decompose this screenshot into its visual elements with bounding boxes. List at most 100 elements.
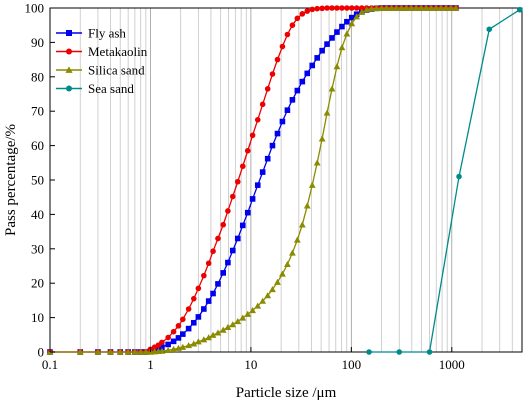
- data-point: [344, 5, 350, 11]
- data-point: [229, 247, 236, 254]
- data-point: [452, 4, 460, 11]
- data-point: [179, 343, 187, 350]
- data-point: [215, 235, 221, 242]
- legend-label-sea-sand: Sea sand: [88, 81, 134, 96]
- data-point: [170, 338, 177, 345]
- data-point: [303, 202, 311, 209]
- data-point: [214, 329, 222, 336]
- data-point: [402, 4, 410, 11]
- data-point: [195, 314, 202, 320]
- y-tick-label: 40: [31, 207, 44, 222]
- y-axis-label: Pass percentage/%: [3, 124, 19, 236]
- data-point: [343, 30, 351, 37]
- data-point: [298, 221, 306, 228]
- data-point: [358, 8, 366, 15]
- data-point: [195, 285, 202, 292]
- data-point: [299, 11, 306, 17]
- data-point: [427, 4, 435, 11]
- series-layer: [46, 4, 523, 355]
- data-point: [175, 335, 182, 341]
- data-point: [378, 4, 385, 11]
- data-point: [239, 222, 246, 229]
- data-point: [244, 310, 252, 317]
- data-point: [304, 8, 311, 14]
- data-point: [412, 4, 420, 11]
- data-point: [309, 62, 316, 69]
- data-point: [269, 71, 276, 77]
- series-line: [50, 7, 456, 353]
- log-grid: [79, 8, 513, 352]
- data-point: [319, 5, 325, 12]
- data-point: [422, 4, 430, 11]
- data-point: [279, 118, 286, 125]
- data-point: [116, 348, 124, 355]
- data-point: [388, 4, 395, 11]
- tick-labels: 0.1 1 10 100 1000 0 10 20 30 40 50 60 70 80 90 100: [25, 1, 465, 373]
- data-point: [259, 169, 266, 175]
- data-point: [200, 336, 208, 343]
- y-tick-label: 60: [31, 138, 44, 153]
- x-tick-label: 0.1: [42, 357, 58, 372]
- data-point: [274, 278, 281, 285]
- data-point: [205, 260, 212, 267]
- data-point: [254, 117, 261, 123]
- data-point: [309, 6, 316, 13]
- data-point: [249, 306, 257, 314]
- data-point: [264, 292, 272, 299]
- data-point: [234, 317, 242, 325]
- data-point: [442, 4, 450, 11]
- data-point: [274, 56, 281, 63]
- data-point: [289, 249, 296, 256]
- data-point: [486, 26, 493, 33]
- data-point: [180, 316, 186, 323]
- data-point: [137, 348, 145, 355]
- data-point: [205, 334, 213, 341]
- data-point: [313, 159, 321, 166]
- data-point: [254, 182, 261, 188]
- data-point: [190, 295, 197, 302]
- data-point: [259, 297, 267, 304]
- data-point: [289, 97, 296, 103]
- plot-frame: [49, 7, 523, 353]
- y-tick-label: 70: [31, 104, 44, 119]
- data-point: [432, 4, 440, 11]
- data-point: [76, 348, 84, 355]
- data-point: [164, 346, 172, 353]
- data-point: [393, 4, 400, 11]
- data-point: [348, 14, 355, 21]
- series-silica-sand: [46, 4, 460, 355]
- data-point: [339, 23, 345, 30]
- data-point: [225, 208, 231, 214]
- legend-marker: [65, 66, 73, 73]
- data-point: [396, 349, 403, 355]
- data-point: [190, 340, 198, 347]
- data-point: [373, 4, 380, 12]
- data-point: [142, 348, 150, 355]
- data-point: [194, 338, 202, 345]
- data-point: [131, 348, 139, 355]
- legend-item-fly-ash: Fly ash: [56, 26, 126, 41]
- data-point: [329, 5, 335, 11]
- data-point: [220, 270, 226, 276]
- data-point: [239, 163, 246, 170]
- series-line: [50, 7, 456, 353]
- x-tick-label: 1000: [439, 357, 465, 372]
- data-point: [407, 4, 415, 11]
- data-point: [229, 321, 237, 328]
- data-point: [165, 334, 171, 341]
- data-point: [269, 142, 276, 149]
- data-point: [224, 323, 232, 330]
- data-point: [279, 43, 286, 50]
- x-tick-label: 100: [342, 357, 362, 372]
- series-line: [369, 9, 521, 353]
- data-point: [249, 196, 256, 202]
- data-point: [201, 272, 207, 279]
- data-point: [185, 325, 192, 332]
- data-point: [249, 132, 256, 139]
- data-point: [234, 178, 241, 185]
- legend-label-silica-sand: Silica sand: [88, 63, 145, 78]
- data-point: [279, 270, 286, 277]
- data-point: [170, 345, 177, 352]
- data-point: [284, 260, 291, 267]
